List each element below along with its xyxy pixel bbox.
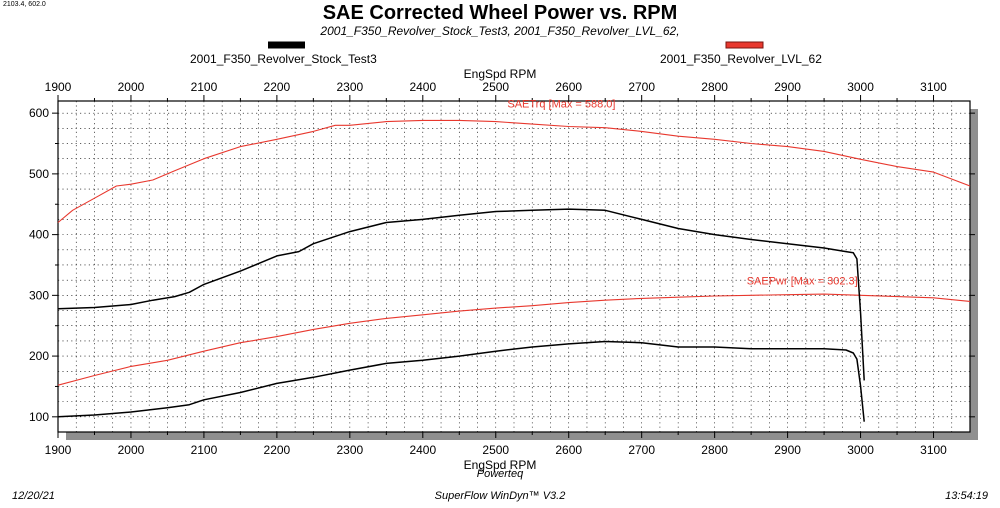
y-tick-label: 500 <box>29 167 49 181</box>
x-tick-label-top: 2700 <box>628 80 655 94</box>
x-tick-label-top: 2500 <box>482 80 509 94</box>
footer-date: 12/20/21 <box>12 490 55 502</box>
x-tick-label-top: 3100 <box>920 80 947 94</box>
x-tick-label-bottom: 3000 <box>847 443 874 457</box>
series-line-1 <box>57 293 971 386</box>
series-line-2 <box>57 208 865 381</box>
x-tick-label-top: 2900 <box>774 80 801 94</box>
x-axis-label-top: EngSpd RPM <box>463 67 537 81</box>
x-tick-label-top: 1900 <box>45 80 72 94</box>
x-tick-label-top: 2400 <box>409 80 436 94</box>
axis-ticks <box>52 95 975 438</box>
footer-software: SuperFlow WinDyn™ V3.2 <box>434 490 566 502</box>
footer-brand: Powerteq <box>476 468 524 480</box>
x-tick-label-top: 2300 <box>336 80 363 94</box>
x-tick-label-bottom: 1900 <box>45 443 72 457</box>
series-line-0 <box>57 119 971 223</box>
chart-subtitle: 2001_F350_Revolver_Stock_Test3, 2001_F35… <box>320 24 680 38</box>
chart-title: SAE Corrected Wheel Power vs. RPM <box>322 2 678 24</box>
x-tick-label-bottom: 2200 <box>264 443 291 457</box>
x-tick-label-top: 3000 <box>847 80 874 94</box>
footer-time: 13:54:19 <box>945 490 988 502</box>
x-tick-label-bottom: 2000 <box>118 443 145 457</box>
x-tick-label-top: 2100 <box>191 80 218 94</box>
x-axis-label-bottom: EngSpd RPM <box>463 458 537 472</box>
legend-swatch-lvl62 <box>725 41 764 49</box>
x-tick-label-bottom: 2100 <box>191 443 218 457</box>
x-tick-label-bottom: 2800 <box>701 443 728 457</box>
x-tick-label-bottom: 2400 <box>409 443 436 457</box>
legend-label-stock: 2001_F350_Revolver_Stock_Test3 <box>190 52 377 66</box>
x-tick-label-bottom: 3100 <box>920 443 947 457</box>
y-tick-label: 300 <box>29 288 49 302</box>
x-tick-label-top: 2000 <box>118 80 145 94</box>
coord-readout: 2103.4, 602.0 <box>3 1 46 8</box>
annotation-1: SAEPwr [Max = 302.3] <box>747 275 858 287</box>
x-tick-label-bottom: 2900 <box>774 443 801 457</box>
x-tick-label-top: 2800 <box>701 80 728 94</box>
x-tick-label-top: 2200 <box>264 80 291 94</box>
y-tick-label: 100 <box>29 410 49 424</box>
series-line-3 <box>57 340 865 422</box>
axis-labels: 1900 1900 2000 2000 2100 2100 2200 2200 2300 2300… <box>29 80 947 457</box>
x-tick-label-bottom: 2700 <box>628 443 655 457</box>
legend-label-lvl62: 2001_F350_Revolver_LVL_62 <box>660 52 822 66</box>
y-tick-label: 400 <box>29 228 49 242</box>
x-tick-label-top: 2600 <box>555 80 582 94</box>
x-tick-label-bottom: 2600 <box>555 443 582 457</box>
series-lines <box>57 119 971 422</box>
x-tick-label-bottom: 2300 <box>336 443 363 457</box>
plot-area <box>57 100 971 433</box>
y-tick-label: 600 <box>29 106 49 120</box>
y-tick-label: 200 <box>29 349 49 363</box>
x-tick-label-bottom: 2500 <box>482 443 509 457</box>
annotation-0: SAETrq [Max = 588.0] <box>507 99 615 111</box>
